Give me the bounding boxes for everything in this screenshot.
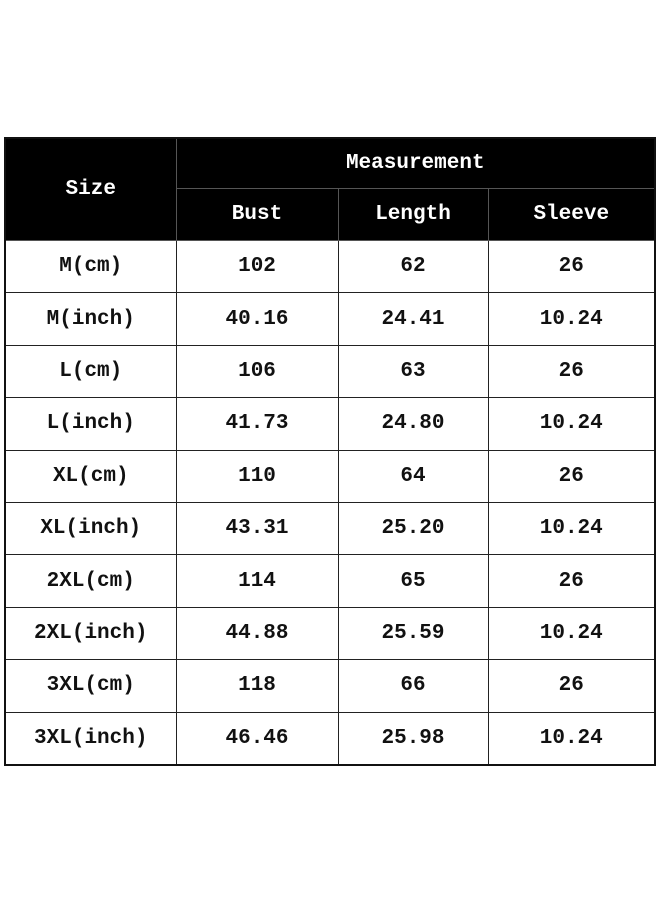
size-header: Size (4, 137, 177, 241)
sleeve-cell: 26 (487, 449, 656, 503)
table-row: 3XL(cm) 118 66 26 (4, 659, 656, 713)
size-cell: XL(cm) (4, 449, 177, 503)
length-cell: 24.41 (337, 292, 489, 346)
sleeve-cell: 10.24 (487, 292, 656, 346)
size-cell: M(inch) (4, 292, 177, 346)
size-chart-table: Size Measurement Bust Length Sleeve M(cm… (4, 137, 657, 766)
size-cell: 2XL(cm) (4, 554, 177, 608)
size-cell: L(cm) (4, 344, 177, 399)
length-cell: 25.20 (337, 501, 489, 556)
table-row: XL(cm) 110 64 26 (4, 449, 656, 503)
size-cell: XL(inch) (4, 501, 177, 556)
table-row: 3XL(inch) 46.46 25.98 10.24 (4, 711, 656, 766)
bust-header: Bust (175, 188, 339, 241)
table-row: 2XL(inch) 44.88 25.59 10.24 (4, 606, 656, 661)
table-row: M(inch) 40.16 24.41 10.24 (4, 292, 656, 346)
sleeve-cell: 26 (487, 554, 656, 608)
bust-cell: 106 (175, 344, 339, 399)
length-cell: 64 (337, 449, 489, 503)
length-cell: 24.80 (337, 397, 489, 451)
table-row: M(cm) 102 62 26 (4, 239, 656, 294)
sleeve-cell: 26 (487, 344, 656, 399)
bust-cell: 102 (175, 239, 339, 294)
measurement-header: Measurement (175, 137, 656, 189)
length-cell: 65 (337, 554, 489, 608)
sleeve-cell: 10.24 (487, 711, 656, 766)
size-cell: 3XL(inch) (4, 711, 177, 766)
table-row: 2XL(cm) 114 65 26 (4, 554, 656, 608)
length-cell: 63 (337, 344, 489, 399)
bust-cell: 46.46 (175, 711, 339, 766)
size-cell: M(cm) (4, 239, 177, 294)
length-cell: 25.59 (337, 606, 489, 661)
bust-cell: 41.73 (175, 397, 339, 451)
bust-cell: 118 (175, 659, 339, 713)
table-row: XL(inch) 43.31 25.20 10.24 (4, 501, 656, 556)
header-row: Size Measurement (4, 137, 656, 241)
sleeve-header: Sleeve (487, 188, 656, 241)
size-cell: 2XL(inch) (4, 606, 177, 661)
sleeve-cell: 10.24 (487, 606, 656, 661)
table-row: L(inch) 41.73 24.80 10.24 (4, 397, 656, 451)
length-cell: 66 (337, 659, 489, 713)
bust-cell: 40.16 (175, 292, 339, 346)
bust-cell: 114 (175, 554, 339, 608)
sleeve-cell: 26 (487, 239, 656, 294)
sleeve-cell: 10.24 (487, 397, 656, 451)
bust-cell: 44.88 (175, 606, 339, 661)
table-row: L(cm) 106 63 26 (4, 344, 656, 399)
length-cell: 25.98 (337, 711, 489, 766)
bust-cell: 43.31 (175, 501, 339, 556)
sleeve-cell: 26 (487, 659, 656, 713)
length-header: Length (337, 188, 489, 241)
sleeve-cell: 10.24 (487, 501, 656, 556)
length-cell: 62 (337, 239, 489, 294)
bust-cell: 110 (175, 449, 339, 503)
size-cell: 3XL(cm) (4, 659, 177, 713)
subheader-row: Bust Length Sleeve (5, 188, 656, 241)
size-cell: L(inch) (4, 397, 177, 451)
